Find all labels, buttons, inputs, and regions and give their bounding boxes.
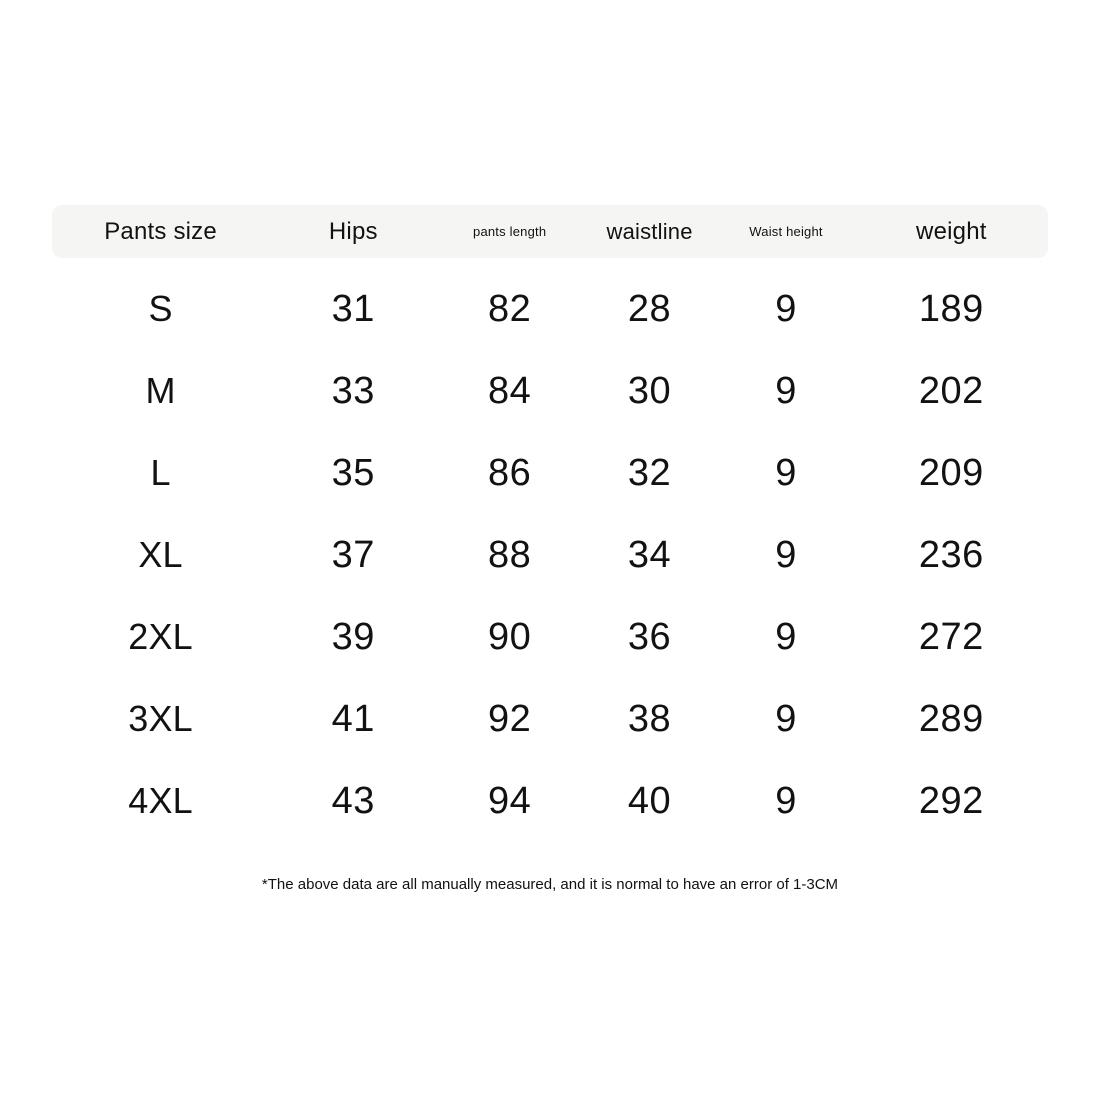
data-cell: 84 bbox=[488, 369, 532, 412]
header-cell-weight: weight bbox=[916, 217, 987, 245]
data-cell: 9 bbox=[775, 779, 797, 822]
data-cell: 82 bbox=[488, 287, 532, 330]
data-cell: 189 bbox=[918, 287, 984, 330]
data-cell: 30 bbox=[627, 369, 672, 412]
data-cell: 41 bbox=[331, 697, 375, 740]
data-cell: 9 bbox=[775, 697, 797, 740]
data-cell: 28 bbox=[627, 287, 672, 330]
data-cell: 35 bbox=[331, 451, 375, 494]
data-cell: 38 bbox=[627, 697, 672, 740]
data-cell: 43 bbox=[331, 779, 375, 822]
header-cell-pants-size: Pants size bbox=[104, 217, 217, 245]
header-cell-hips: Hips bbox=[328, 217, 378, 245]
table-row: 4XL 43 94 40 9 292 bbox=[52, 760, 1048, 842]
data-cell: 9 bbox=[775, 287, 797, 330]
table-body: S 31 82 28 9 189 M 33 84 30 9 202 L 35 8… bbox=[52, 268, 1048, 842]
data-cell: 209 bbox=[918, 451, 984, 494]
size-cell: 3XL bbox=[128, 698, 193, 739]
data-cell: 292 bbox=[918, 779, 984, 822]
data-cell: 90 bbox=[488, 615, 532, 658]
size-cell: 2XL bbox=[128, 616, 193, 657]
table-row: S 31 82 28 9 189 bbox=[52, 268, 1048, 350]
data-cell: 9 bbox=[775, 369, 797, 412]
data-cell: 32 bbox=[627, 451, 672, 494]
data-cell: 39 bbox=[331, 615, 375, 658]
size-cell: L bbox=[150, 452, 171, 493]
data-cell: 272 bbox=[918, 615, 984, 658]
data-cell: 94 bbox=[488, 779, 532, 822]
header-cell-pants-length: pants length bbox=[473, 224, 547, 239]
data-cell: 236 bbox=[918, 533, 984, 576]
size-chart-table: Pants size Hips pants length waistline W… bbox=[52, 205, 1048, 842]
data-cell: 86 bbox=[488, 451, 532, 494]
data-cell: 36 bbox=[627, 615, 672, 658]
table-header-row: Pants size Hips pants length waistline W… bbox=[52, 205, 1048, 258]
table-row: 2XL 39 90 36 9 272 bbox=[52, 596, 1048, 678]
data-cell: 33 bbox=[331, 369, 375, 412]
measurement-disclaimer: *The above data are all manually measure… bbox=[261, 876, 839, 893]
data-cell: 40 bbox=[627, 779, 672, 822]
data-cell: 88 bbox=[488, 533, 532, 576]
header-cell-waistline: waistline bbox=[606, 218, 693, 244]
header-cell-waist-height: Waist height bbox=[749, 224, 823, 239]
data-cell: 9 bbox=[775, 615, 797, 658]
size-cell: M bbox=[145, 370, 176, 411]
table-row: XL 37 88 34 9 236 bbox=[52, 514, 1048, 596]
data-cell: 202 bbox=[918, 369, 984, 412]
table-row: 3XL 41 92 38 9 289 bbox=[52, 678, 1048, 760]
data-cell: 9 bbox=[775, 533, 797, 576]
data-cell: 9 bbox=[775, 451, 797, 494]
size-cell: S bbox=[148, 288, 173, 329]
data-cell: 37 bbox=[331, 533, 375, 576]
size-cell: 4XL bbox=[128, 780, 193, 821]
data-cell: 34 bbox=[627, 533, 672, 576]
table-row: L 35 86 32 9 209 bbox=[52, 432, 1048, 514]
data-cell: 289 bbox=[918, 697, 984, 740]
table-row: M 33 84 30 9 202 bbox=[52, 350, 1048, 432]
data-cell: 31 bbox=[331, 287, 375, 330]
data-cell: 92 bbox=[488, 697, 532, 740]
size-cell: XL bbox=[138, 534, 183, 575]
